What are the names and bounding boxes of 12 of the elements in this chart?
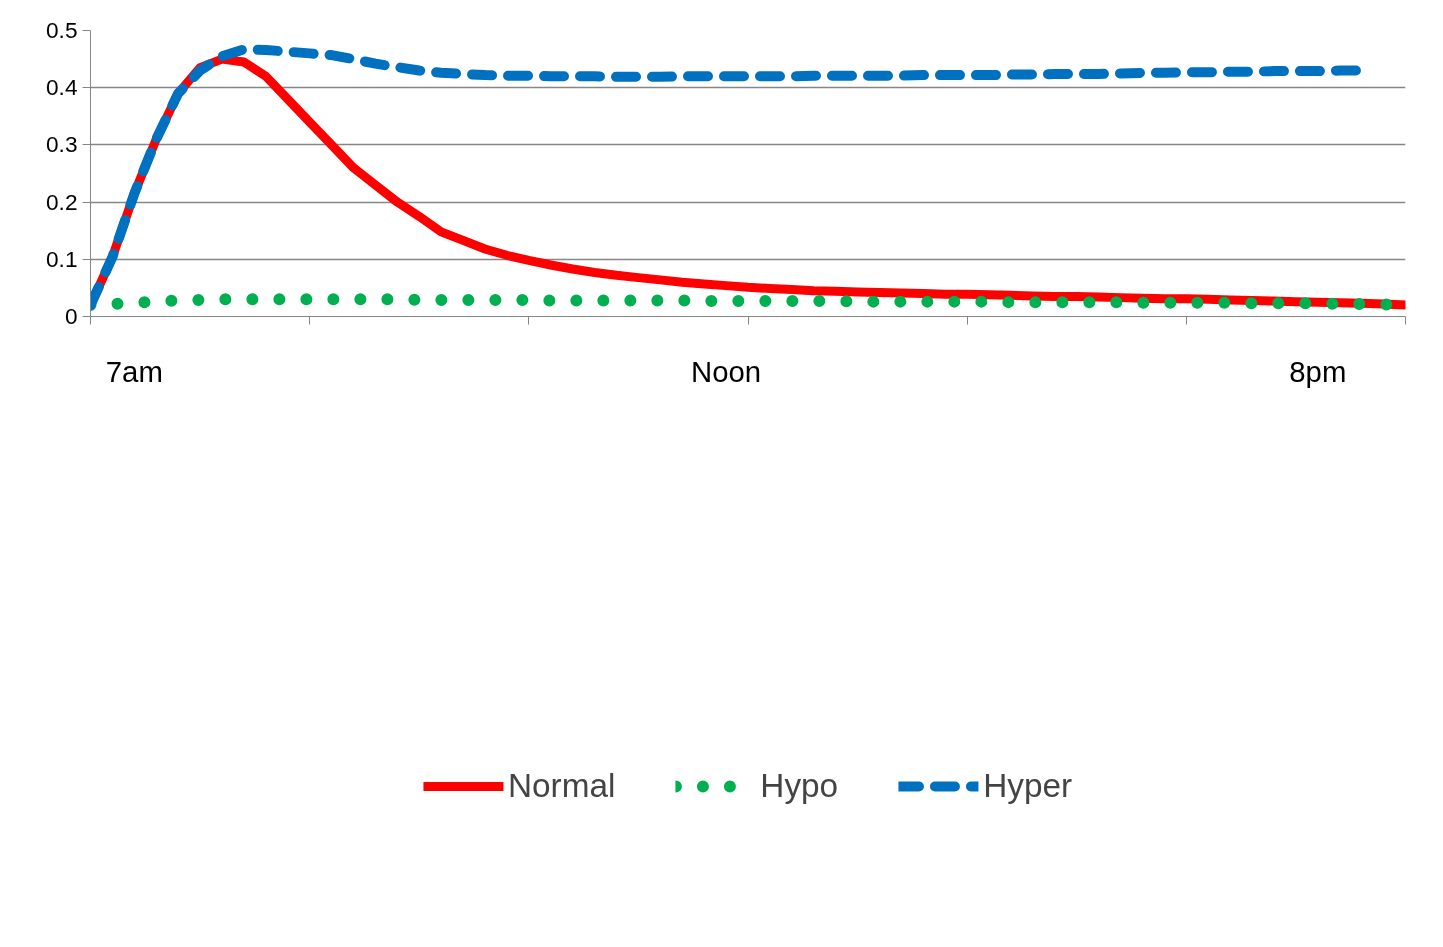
y-tick-label: 0.5 (46, 17, 78, 43)
y-tick-label: 0.3 (46, 131, 78, 158)
y-tick-label: 0.2 (46, 188, 78, 215)
y-tick-label: 0.1 (46, 245, 78, 272)
y-tick-label: 0 (64, 303, 78, 329)
x-tick-label: 8pm (1289, 354, 1347, 388)
y-tick-label: 0.4 (46, 74, 78, 101)
legend-label: Hypo (760, 766, 839, 805)
legend-label: Normal (507, 766, 616, 805)
x-tick-label: 7am (105, 354, 163, 388)
x-tick-label: Noon (691, 354, 762, 388)
legend-label: Hyper (983, 766, 1073, 805)
